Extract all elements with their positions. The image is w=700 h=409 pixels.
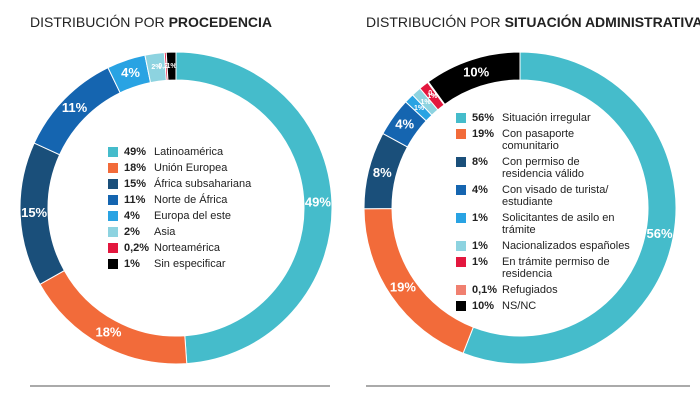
slice-label: 1% <box>166 63 177 70</box>
legend-label: Latinoamérica <box>154 146 224 158</box>
legend-label: Norteamérica <box>154 242 221 254</box>
slice-label: 19% <box>390 280 416 295</box>
title-emphasis: SITUACIÓN ADMINISTRATIVA <box>505 13 700 30</box>
legend-swatch <box>456 185 466 195</box>
legend-value: 19% <box>472 128 495 140</box>
legend-value: 0,1% <box>472 284 498 296</box>
legend-swatch <box>456 213 466 223</box>
slice-label: 49% <box>305 195 331 210</box>
legend-value: 1% <box>472 240 488 252</box>
title-emphasis: PROCEDENCIA <box>169 14 272 30</box>
legend: 49% Latinoamérica 18% Unión Europea 15% Áfric… <box>108 146 284 274</box>
legend-value: 18% <box>124 162 147 174</box>
legend-swatch <box>456 257 466 267</box>
legend-item: 1% Sin especificar <box>108 258 284 270</box>
legend-swatch <box>456 285 466 295</box>
legend-label: Sin especificar <box>154 258 226 270</box>
legend-swatch <box>456 157 466 167</box>
title-text: DISTRIBUCIÓN POR <box>30 14 165 30</box>
slice <box>462 51 677 365</box>
legend-swatch <box>108 227 118 237</box>
legend-label: Asia <box>154 226 176 238</box>
legend-value: 4% <box>124 210 140 222</box>
legend-swatch <box>108 195 118 205</box>
legend-label: NS/NC <box>502 300 537 312</box>
legend: 56% Situación irregular 19% Con pasaporte c… <box>456 112 632 316</box>
legend-value: 8% <box>472 156 488 168</box>
legend-swatch <box>456 241 466 251</box>
legend-label: Con visado de turista/ estudiante <box>502 184 609 208</box>
slice-label: 8% <box>373 165 392 180</box>
legend-item: 11% Norte de África <box>108 194 284 206</box>
legend-item: 8% Con permiso de residencia válido <box>456 156 632 180</box>
legend-label: Con pasaporte comunitario <box>502 128 575 152</box>
legend-swatch <box>456 113 466 123</box>
legend-item: 10% NS/NC <box>456 300 632 312</box>
legend-item: 18% Unión Europea <box>108 162 284 174</box>
slice-label: 10% <box>463 64 489 79</box>
slice-label: 1% <box>427 93 438 100</box>
legend-item: 1% Solicitantes de asilo en trámite <box>456 212 632 236</box>
legend-value: 15% <box>124 178 147 190</box>
slice-label: 2% <box>151 64 162 71</box>
legend-label: Europa del este <box>154 210 232 222</box>
legend-label: Unión Europea <box>154 162 228 174</box>
legend-label: Nacionalizados españoles <box>502 240 630 252</box>
legend-item: 15% África subsahariana <box>108 178 284 190</box>
legend-value: 0,2% <box>124 242 150 254</box>
slice-label: 4% <box>395 117 414 132</box>
legend-value: 4% <box>472 184 488 196</box>
legend-value: 1% <box>472 256 488 268</box>
legend-label: Refugiados <box>502 284 558 296</box>
title-text: DISTRIBUCIÓN POR <box>366 14 501 30</box>
slice-label: 1% <box>414 105 425 112</box>
legend-label: Con permiso de residencia válido <box>502 156 584 180</box>
legend-item: 19% Con pasaporte comunitario <box>456 128 632 152</box>
legend-label: En trámite permiso de residencia <box>502 256 610 280</box>
slice-label: 0,2% <box>158 63 175 70</box>
legend-item: 4% Europa del este <box>108 210 284 222</box>
legend-value: 56% <box>472 112 495 124</box>
legend-swatch <box>108 259 118 269</box>
legend-swatch <box>108 163 118 173</box>
legend-label: Solicitantes de asilo en trámite <box>502 212 615 236</box>
legend-label: Norte de África <box>154 194 228 206</box>
legend-value: 1% <box>472 212 488 224</box>
legend-item: 49% Latinoamérica <box>108 146 284 158</box>
legend-label: Situación irregular <box>502 112 591 124</box>
slice <box>165 51 177 81</box>
legend-value: 2% <box>124 226 140 238</box>
slice <box>427 51 521 106</box>
legend-value: 10% <box>472 300 495 312</box>
legend-item: 1% En trámite permiso de residencia <box>456 256 632 280</box>
slice-label: 11% <box>62 100 88 115</box>
legend-swatch <box>456 129 466 139</box>
slice-label: 1% <box>420 99 431 106</box>
chart-title: DISTRIBUCIÓN POR SITUACIÓN ADMINISTRATIVA <box>366 13 700 30</box>
legend-value: 11% <box>124 194 146 206</box>
slice <box>39 269 188 365</box>
slice-label: 18% <box>95 324 121 339</box>
legend-value: 49% <box>124 146 147 158</box>
slice-label: 15% <box>21 205 47 220</box>
legend-item: 56% Situación irregular <box>456 112 632 124</box>
legend-item: 4% Con visado de turista/ estudiante <box>456 184 632 208</box>
legend-value: 1% <box>124 258 140 270</box>
chart-title: DISTRIBUCIÓN POR PROCEDENCIA <box>30 14 272 30</box>
legend-item: 1% Nacionalizados españoles <box>456 240 632 252</box>
slice-label: 4% <box>121 65 140 80</box>
slice-label: 56% <box>647 226 673 241</box>
legend-swatch <box>108 243 118 253</box>
legend-swatch <box>108 147 118 157</box>
legend-label: África subsahariana <box>154 178 252 190</box>
legend-item: 0,1% Refugiados <box>456 284 632 296</box>
legend-item: 2% Asia <box>108 226 284 238</box>
legend-swatch <box>108 179 118 189</box>
slice <box>175 51 333 365</box>
legend-item: 0,2% Norteamérica <box>108 242 284 254</box>
legend-swatch <box>456 301 466 311</box>
legend-swatch <box>108 211 118 221</box>
